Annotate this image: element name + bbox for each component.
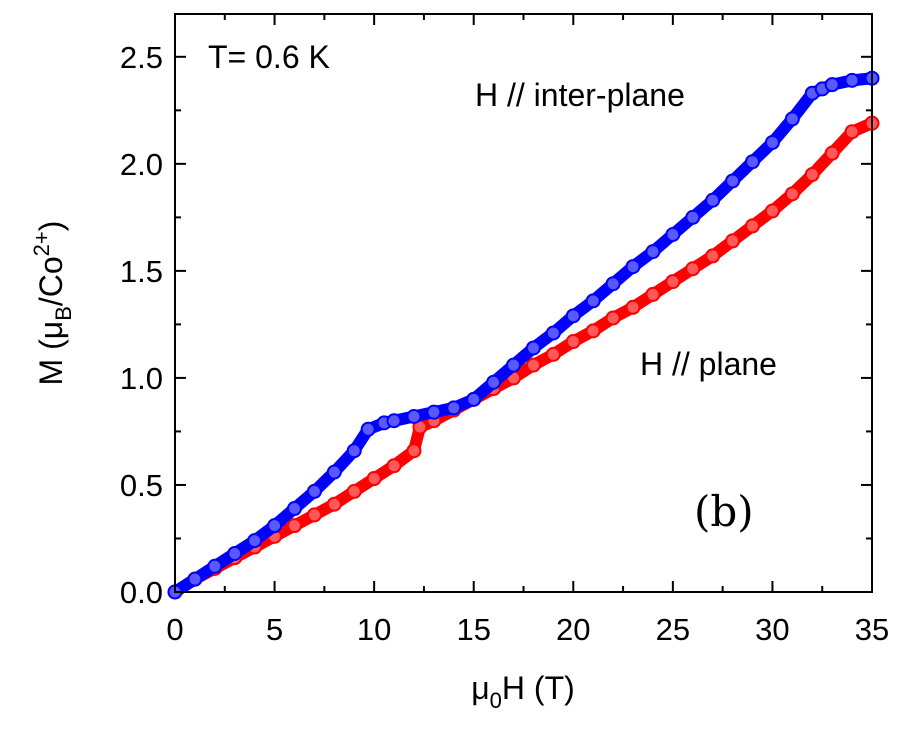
data-point-h-plane (784, 186, 800, 202)
data-point-h-plane (645, 286, 661, 302)
x-tick-label: 5 (266, 612, 283, 647)
data-point-h-inter-plane (585, 293, 601, 309)
data-point-h-inter-plane (625, 259, 641, 275)
series-layer (167, 70, 880, 600)
data-point-h-inter-plane (267, 518, 283, 534)
data-point-h-plane (764, 203, 780, 219)
x-tick-label: 15 (456, 612, 490, 647)
data-point-h-plane (745, 218, 761, 234)
y-tick-label: 2.5 (120, 40, 163, 75)
x-tick-label: 0 (166, 612, 183, 647)
data-point-h-inter-plane (187, 571, 203, 587)
data-point-h-plane (406, 443, 422, 459)
data-point-h-inter-plane (565, 308, 581, 324)
data-point-h-inter-plane (645, 244, 661, 260)
data-point-h-inter-plane (426, 404, 442, 420)
data-point-h-plane (725, 233, 741, 249)
data-point-h-plane (386, 458, 402, 474)
y-tick-label: 2.0 (120, 147, 163, 182)
data-point-h-inter-plane (286, 501, 302, 517)
y-tick-label: 1.5 (120, 254, 163, 289)
data-point-h-plane (824, 145, 840, 161)
data-point-h-plane (585, 323, 601, 339)
data-point-h-inter-plane (545, 325, 561, 341)
y-tick-label: 0.0 (120, 575, 163, 610)
data-point-h-plane (326, 496, 342, 512)
data-point-h-inter-plane (745, 154, 761, 170)
data-point-h-inter-plane (346, 443, 362, 459)
data-point-h-inter-plane (605, 276, 621, 292)
data-point-h-inter-plane (665, 226, 681, 242)
y-tick-label: 0.5 (120, 468, 163, 503)
data-point-h-inter-plane (705, 192, 721, 208)
x-tick-label: 25 (656, 612, 690, 647)
data-point-h-inter-plane (784, 111, 800, 127)
x-tick-label: 35 (855, 612, 889, 647)
data-point-h-plane (705, 248, 721, 264)
data-point-h-inter-plane (844, 72, 860, 88)
data-point-h-inter-plane (685, 209, 701, 225)
y-tick-label: 1.0 (120, 361, 163, 396)
data-point-h-inter-plane (725, 173, 741, 189)
series-line-h-plane (169, 117, 878, 598)
data-point-h-inter-plane (764, 134, 780, 150)
tick-layer: 0 5 10 15 20 25 30 35 0.0 0.5 1.0 1.5 2.0 2.5 (120, 14, 889, 647)
series-line-h-inter-plane (169, 72, 878, 598)
data-point-h-inter-plane (466, 391, 482, 407)
data-point-h-inter-plane (227, 545, 243, 561)
x-axis-title: μ0H (T) (471, 670, 575, 713)
y-axis-title: M (μB/Co2+) (29, 221, 76, 386)
data-point-h-plane (685, 261, 701, 277)
data-point-h-inter-plane (525, 340, 541, 356)
data-point-h-plane (804, 167, 820, 183)
data-point-h-inter-plane (386, 413, 402, 429)
data-point-h-plane (565, 334, 581, 350)
data-point-h-inter-plane (406, 408, 422, 424)
data-point-h-inter-plane (506, 357, 522, 373)
data-point-h-plane (625, 299, 641, 315)
data-point-h-inter-plane (247, 533, 263, 549)
data-point-h-inter-plane (306, 483, 322, 499)
x-tick-label: 30 (755, 612, 789, 647)
data-point-h-plane (525, 357, 541, 373)
data-point-h-inter-plane (207, 558, 223, 574)
data-point-h-inter-plane (360, 421, 376, 437)
data-point-h-inter-plane (326, 464, 342, 480)
data-point-h-plane (605, 310, 621, 326)
x-tick-label: 20 (556, 612, 590, 647)
data-point-h-plane (545, 346, 561, 362)
plane-label: H // plane (640, 346, 777, 382)
temperature-label: T= 0.6 K (208, 39, 330, 75)
data-point-h-plane (665, 274, 681, 290)
data-point-h-plane (346, 483, 362, 499)
data-point-h-inter-plane (446, 400, 462, 416)
data-point-h-plane (306, 507, 322, 523)
data-point-h-inter-plane (486, 374, 502, 390)
panel-label: (b) (694, 487, 754, 536)
inter-plane-label: H // inter-plane (475, 77, 685, 113)
data-point-h-plane (286, 518, 302, 534)
data-point-h-inter-plane (824, 77, 840, 93)
x-tick-label: 10 (357, 612, 391, 647)
data-point-h-plane (366, 471, 382, 487)
data-point-h-plane (844, 124, 860, 140)
